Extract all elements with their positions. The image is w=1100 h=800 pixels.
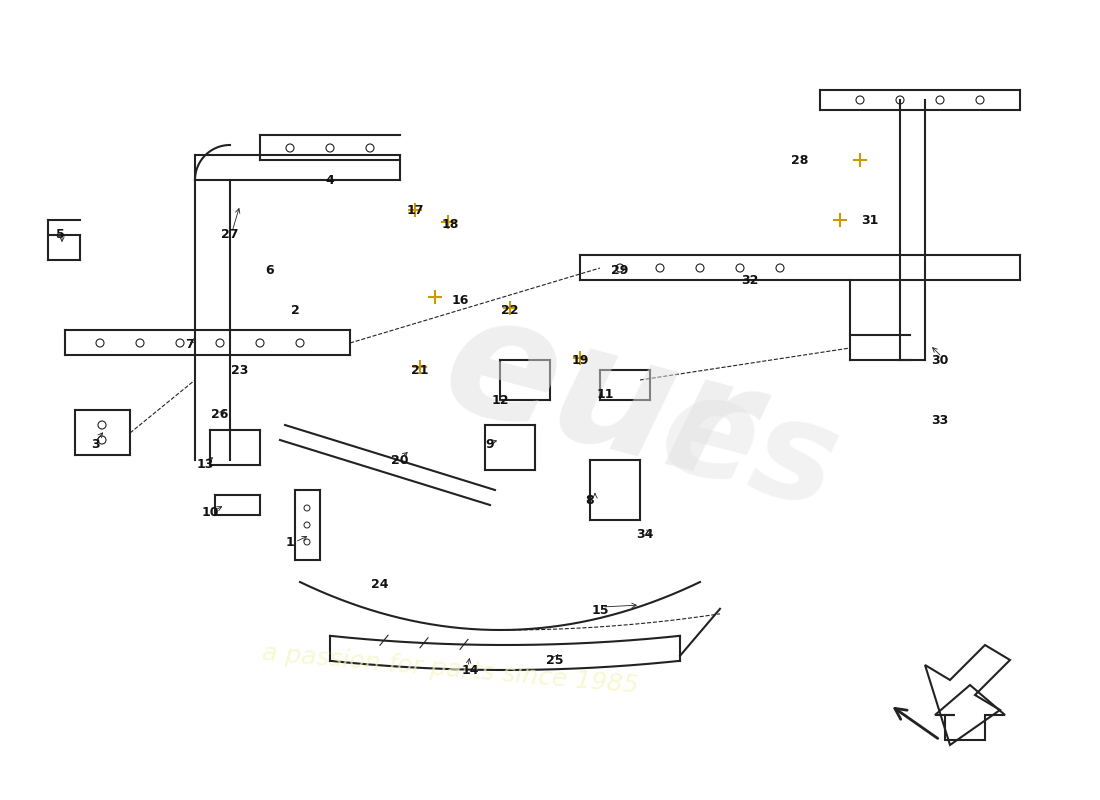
Text: 14: 14 <box>461 663 478 677</box>
Text: 27: 27 <box>221 229 239 242</box>
Text: 33: 33 <box>932 414 948 426</box>
Text: es: es <box>647 362 852 538</box>
Text: 32: 32 <box>741 274 759 286</box>
Text: eur: eur <box>428 281 772 519</box>
Text: 28: 28 <box>791 154 808 166</box>
Text: 16: 16 <box>451 294 469 306</box>
Text: 34: 34 <box>636 529 653 542</box>
Text: 20: 20 <box>392 454 409 466</box>
Text: 5: 5 <box>56 229 65 242</box>
Text: 1: 1 <box>286 535 295 549</box>
Text: 23: 23 <box>231 363 249 377</box>
Text: 4: 4 <box>326 174 334 186</box>
Text: 7: 7 <box>186 338 195 351</box>
Text: 3: 3 <box>90 438 99 451</box>
Text: 6: 6 <box>266 263 274 277</box>
Text: 17: 17 <box>406 203 424 217</box>
Text: 19: 19 <box>571 354 588 366</box>
Text: 13: 13 <box>196 458 213 471</box>
Text: 15: 15 <box>592 603 608 617</box>
Text: a passion for parts since 1985: a passion for parts since 1985 <box>261 642 639 698</box>
Text: 25: 25 <box>547 654 563 666</box>
Text: 10: 10 <box>201 506 219 518</box>
Text: 8: 8 <box>585 494 594 506</box>
Text: 31: 31 <box>861 214 879 226</box>
Text: 9: 9 <box>486 438 494 451</box>
Text: 11: 11 <box>596 389 614 402</box>
Text: 26: 26 <box>211 409 229 422</box>
Text: 22: 22 <box>502 303 519 317</box>
Text: 18: 18 <box>441 218 459 231</box>
Text: 21: 21 <box>411 363 429 377</box>
Text: 30: 30 <box>932 354 948 366</box>
Text: 24: 24 <box>372 578 388 591</box>
Text: 12: 12 <box>492 394 508 406</box>
Text: 29: 29 <box>612 263 629 277</box>
Text: 2: 2 <box>290 303 299 317</box>
